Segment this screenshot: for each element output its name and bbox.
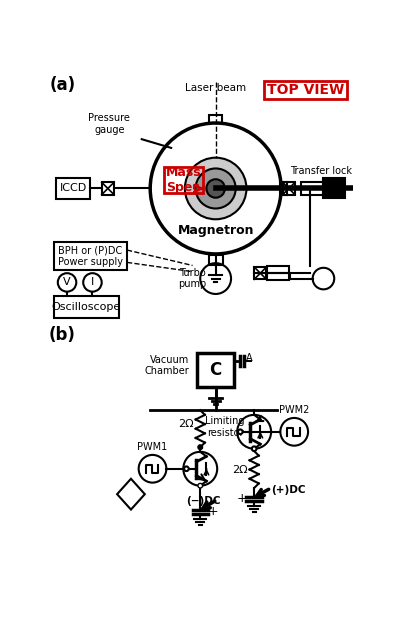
Bar: [279, 181, 287, 196]
Circle shape: [185, 158, 246, 219]
Text: V: V: [63, 278, 71, 288]
Text: PWM2: PWM2: [279, 406, 309, 415]
Circle shape: [238, 430, 242, 434]
Bar: [209, 255, 222, 265]
Text: Limiting
resistor: Limiting resistor: [205, 416, 245, 438]
Bar: [164, 167, 202, 193]
Text: (−)DC: (−)DC: [186, 496, 220, 506]
Text: 2Ω: 2Ω: [233, 465, 248, 474]
Circle shape: [184, 466, 189, 471]
Text: Magnetron: Magnetron: [177, 224, 254, 237]
Text: Transfer lock: Transfer lock: [290, 166, 352, 176]
Text: ICCD: ICCD: [60, 183, 87, 194]
Bar: [267, 266, 289, 280]
Text: (a): (a): [50, 76, 75, 94]
Bar: [56, 178, 90, 199]
Bar: [283, 183, 295, 194]
Text: (b): (b): [49, 326, 76, 344]
Bar: [254, 267, 266, 279]
Bar: [264, 81, 347, 99]
Text: PWM1: PWM1: [138, 442, 168, 452]
Text: Mass
Spec: Mass Spec: [165, 166, 201, 194]
Circle shape: [198, 445, 202, 450]
Bar: [54, 242, 127, 270]
Bar: [197, 353, 234, 387]
Text: C: C: [209, 361, 222, 379]
Bar: [102, 183, 114, 194]
Text: Laser beam: Laser beam: [185, 83, 246, 93]
Circle shape: [198, 483, 202, 488]
Text: Vacuum
Chamber: Vacuum Chamber: [145, 355, 189, 376]
Circle shape: [252, 446, 257, 451]
Text: A: A: [246, 353, 253, 363]
Text: Oscilloscope: Oscilloscope: [51, 302, 121, 312]
Bar: [209, 116, 222, 123]
Text: +: +: [237, 492, 247, 505]
Circle shape: [206, 179, 225, 197]
Text: I: I: [91, 278, 94, 288]
Bar: [323, 178, 345, 199]
Circle shape: [196, 168, 236, 209]
Text: BPH or (P)DC
Power supply: BPH or (P)DC Power supply: [58, 245, 123, 267]
Bar: [54, 296, 119, 318]
Text: TOP VIEW: TOP VIEW: [267, 83, 344, 97]
Text: Pressure
gauge: Pressure gauge: [88, 113, 130, 135]
Text: 2Ω: 2Ω: [178, 419, 194, 429]
Text: +: +: [207, 505, 218, 519]
Text: (+)DC: (+)DC: [271, 484, 306, 494]
Text: Turbo
pump: Turbo pump: [178, 268, 207, 289]
Bar: [301, 181, 323, 196]
